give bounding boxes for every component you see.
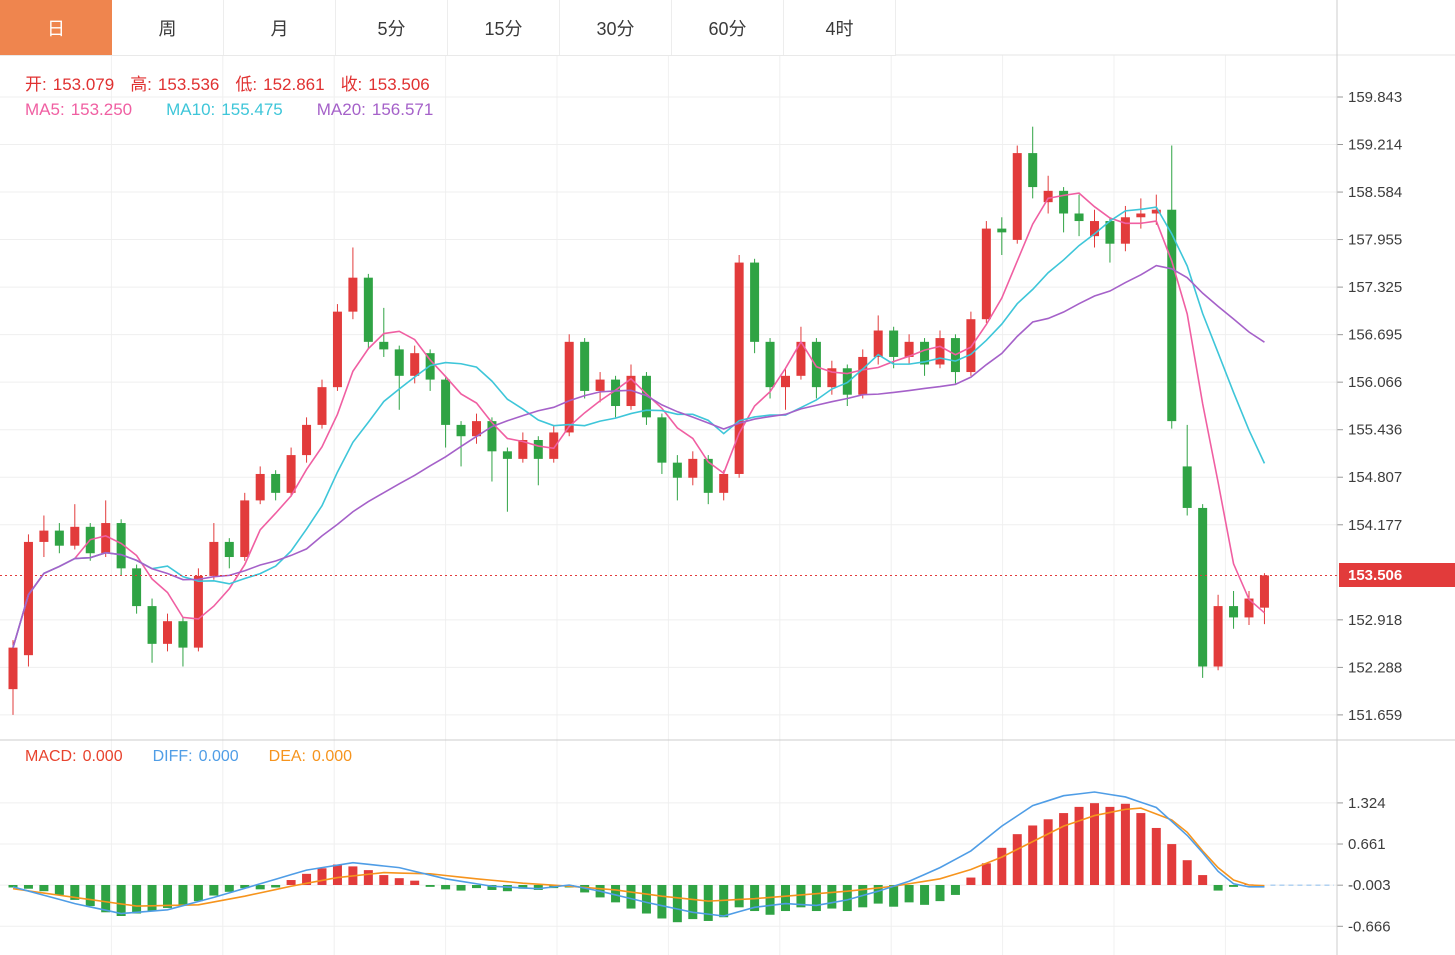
tab-15min[interactable]: 15分 (448, 0, 560, 55)
high-label: 高: (130, 75, 152, 94)
macd-tick-label: 1.324 (1348, 795, 1386, 812)
tab-month[interactable]: 月 (224, 0, 336, 55)
ma10-line (12, 206, 1266, 648)
price-tick-label: 157.955 (1348, 232, 1402, 249)
price-tick-label: 156.066 (1348, 374, 1402, 391)
diff-line (12, 791, 1265, 917)
tab-5min[interactable]: 5分 (336, 0, 448, 55)
ma20-line (12, 264, 1265, 648)
high-value: 153.536 (157, 75, 220, 94)
price-tick-label: 156.695 (1348, 327, 1402, 344)
timeframe-tabs: 日 周 月 5分 15分 30分 60分 4时 (0, 0, 896, 56)
open-value: 153.079 (52, 75, 115, 94)
ma-info: MA5: 153.250 MA10: 155.475 MA20: 156.571 (25, 100, 467, 120)
low-value: 152.861 (263, 75, 325, 94)
macd-histogram (8, 803, 1254, 923)
open-label: 开: (25, 75, 47, 94)
price-tick-label: 158.584 (1348, 184, 1402, 201)
macd-tick-label: -0.003 (1348, 877, 1391, 894)
close-label: 收: (340, 75, 363, 94)
grid (0, 55, 1343, 955)
low-label: 低: (235, 75, 258, 94)
dea-line (12, 807, 1265, 907)
ma5-legend: MA5: 153.250 (25, 100, 133, 119)
tab-4hour[interactable]: 4时 (784, 0, 896, 55)
price-tick-label: 154.177 (1348, 517, 1402, 534)
ohlc-info: 开: 153.079 高: 153.536 低: 152.861 收: 153.506 (25, 70, 436, 95)
price-tick-label: 159.214 (1348, 136, 1402, 153)
ma20-legend: MA20: 156.571 (316, 100, 434, 119)
macd-tick-label: -0.666 (1348, 918, 1391, 935)
price-tick-label: 157.325 (1348, 279, 1402, 296)
last-price-badge: 153.506 (1339, 563, 1455, 588)
tab-60min[interactable]: 60分 (672, 0, 784, 55)
dea-legend: DEA: 0.000 (268, 748, 353, 765)
price-tick-label: 155.436 (1348, 422, 1402, 439)
candles-group (8, 126, 1269, 715)
ma5-line (12, 192, 1265, 648)
price-tick-label: 152.918 (1348, 612, 1402, 629)
price-tick-label: 152.288 (1348, 659, 1402, 676)
macd-tick-label: 0.661 (1348, 836, 1386, 853)
tab-week[interactable]: 周 (112, 0, 224, 55)
price-tick-label: 154.807 (1348, 469, 1402, 486)
macd-legend: MACD: 0.000 (25, 748, 123, 765)
macd-indicator-info: MACD: 0.000 DIFF: 0.000 DEA: 0.000 (25, 748, 382, 766)
price-tick-label: 159.843 (1348, 89, 1402, 106)
price-tick-label: 151.659 (1348, 707, 1402, 724)
tab-day[interactable]: 日 (0, 0, 112, 55)
ma10-legend: MA10: 155.475 (166, 100, 283, 119)
close-value: 153.506 (368, 75, 430, 94)
diff-legend: DIFF: 0.000 (152, 748, 239, 765)
tab-30min[interactable]: 30分 (560, 0, 672, 55)
